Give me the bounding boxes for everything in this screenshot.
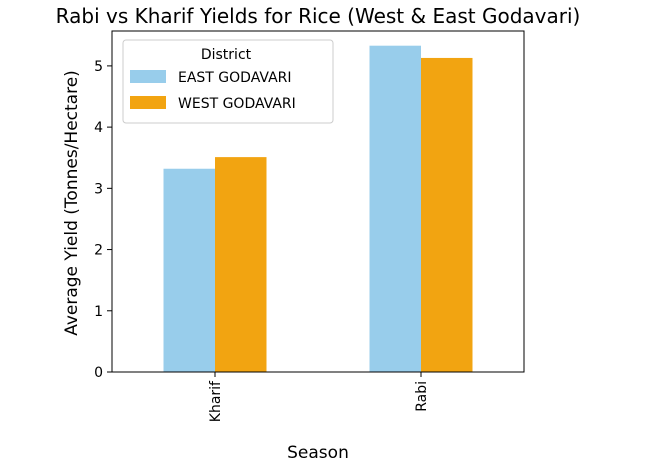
y-tick-label: 1 — [94, 304, 103, 320]
y-tick-label: 5 — [94, 59, 103, 75]
x-axis-label: Season — [287, 443, 349, 459]
legend-swatch-east-godavari — [130, 70, 166, 83]
x-axis: Kharif Rabi — [208, 372, 430, 422]
legend-swatch-west-godavari — [130, 96, 166, 109]
legend-title: District — [201, 47, 252, 63]
legend-label-west-godavari: WEST GODAVARI — [178, 96, 296, 112]
y-tick-label: 2 — [94, 243, 103, 259]
bar-west-godavari-rabi — [421, 57, 473, 372]
y-tick-label: 0 — [94, 365, 103, 381]
plot-frame — [111, 30, 525, 373]
bar-east-godavari-kharif — [163, 168, 215, 372]
bar-east-godavari-rabi — [369, 45, 421, 373]
y-axis: 0 1 2 3 4 5 — [94, 59, 112, 381]
y-axis-label: Average Yield (Tonnes/Hectare) — [62, 70, 82, 336]
y-tick-label: 4 — [94, 120, 103, 136]
y-tick-label: 3 — [94, 181, 103, 197]
bars-group — [163, 45, 473, 373]
bar-west-godavari-kharif — [215, 157, 267, 372]
x-tick-label-kharif: Kharif — [208, 380, 224, 422]
legend-label-east-godavari: EAST GODAVARI — [178, 70, 292, 86]
x-tick-label-rabi: Rabi — [414, 381, 430, 412]
legend-box — [122, 39, 334, 124]
legend: District EAST GODAVARI WEST GODAVARI — [122, 39, 334, 124]
chart-title: Rabi vs Kharif Yields for Rice (West & E… — [56, 4, 581, 28]
